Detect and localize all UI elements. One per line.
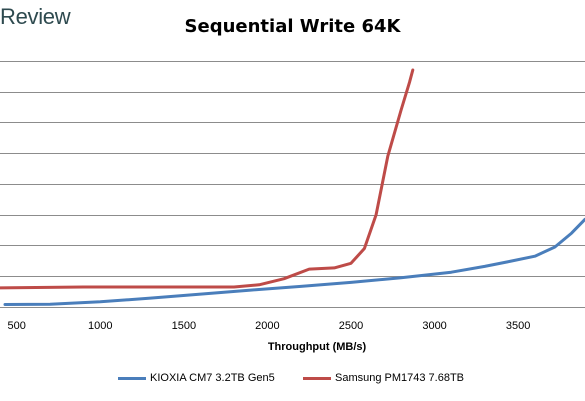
x-tick-label: 500 [8,320,26,332]
x-tick-label: 2500 [339,320,363,332]
x-tick-label: 3000 [422,320,446,332]
x-tick-label: 1500 [172,320,196,332]
legend: KIOXIA CM7 3.2TB Gen5 Samsung PM1743 7.6… [0,372,585,390]
brand-logo: Review [0,4,71,29]
gridlines [0,61,585,277]
legend-swatch-kioxia [118,376,146,380]
chart-title: Sequential Write 64K [184,16,401,37]
series-line-samsung [0,68,415,290]
x-tick-label: 1000 [88,320,112,332]
x-tick-label: 3500 [506,320,530,332]
legend-label-samsung: Samsung PM1743 7.68TB [335,372,465,384]
legend-item-kioxia: KIOXIA CM7 3.2TB Gen5 [118,372,275,384]
x-tick-label: 2000 [255,320,279,332]
legend-swatch-samsung [303,376,331,380]
x-axis-title: Throughput (MB/s) [268,341,367,353]
series-lines [0,68,585,306]
legend-item-samsung: Samsung PM1743 7.68TB [303,372,464,384]
x-tick-labels: 500 1000 1500 2000 2500 3000 3500 [8,320,531,332]
legend-label-kioxia: KIOXIA CM7 3.2TB Gen5 [150,372,275,384]
series-line-kioxia [3,217,585,306]
